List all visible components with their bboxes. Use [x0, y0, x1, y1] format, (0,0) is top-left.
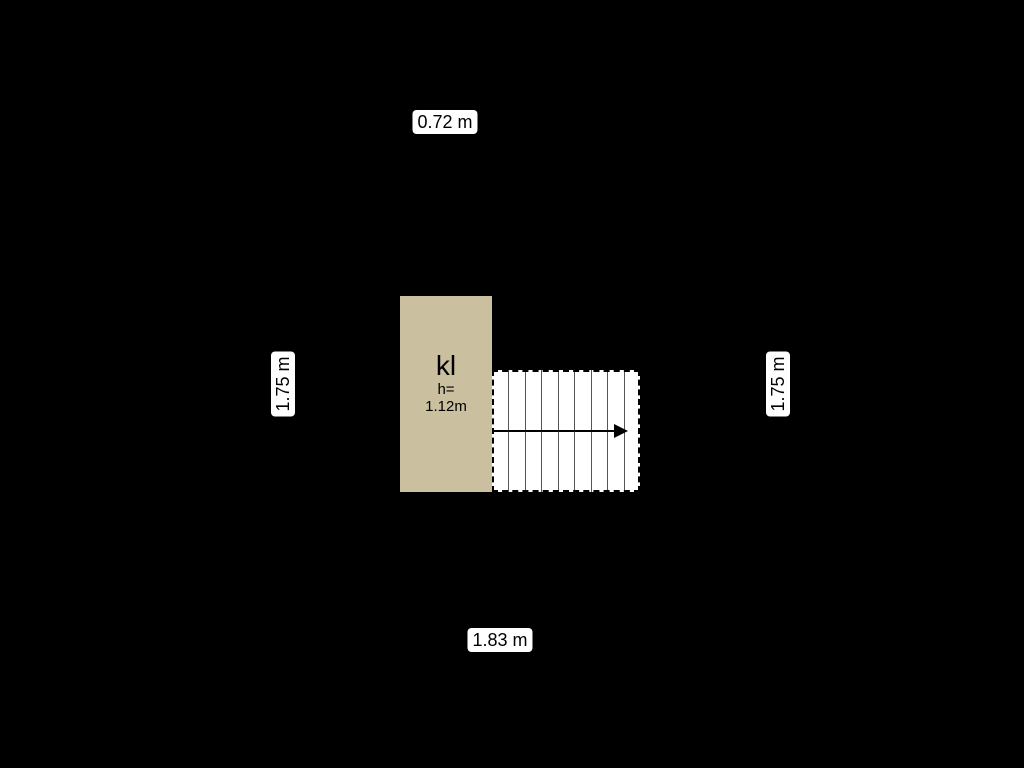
room-name: kl [425, 351, 467, 381]
floorplan-stage: kl h= 1.12m 0.72 m 1.83 m 1.75 m 1.75 m [0, 0, 1024, 768]
room-kl: kl h= 1.12m [400, 296, 492, 492]
stairs-direction-arrow-head [614, 424, 628, 438]
room-label: kl h= 1.12m [425, 351, 467, 415]
stairs [492, 370, 640, 492]
stairs-direction-arrow-line [492, 430, 616, 432]
dimension-left: 1.75 m [271, 351, 295, 416]
dimension-right: 1.75 m [766, 351, 790, 416]
dimension-bottom: 1.83 m [467, 628, 532, 652]
room-height-value: 1.12m [425, 398, 467, 415]
room-height-prefix: h= [425, 381, 467, 398]
dimension-top: 0.72 m [412, 110, 477, 134]
